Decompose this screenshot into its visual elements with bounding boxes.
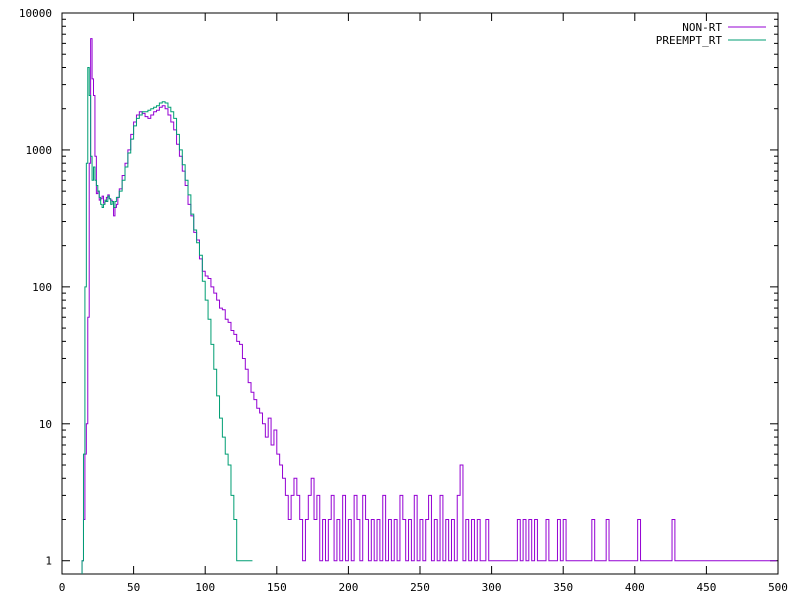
x-tick-label: 350 [553, 581, 573, 594]
x-tick-label: 250 [410, 581, 430, 594]
legend-label-non-rt: NON-RT [682, 21, 722, 34]
series-line-preempt-rt [81, 66, 253, 574]
x-axis: 0 50 100 150 200 250 300 350 400 450 500 [59, 13, 788, 594]
legend: NON-RT PREEMPT_RT [656, 21, 766, 47]
x-tick-label: 300 [482, 581, 502, 594]
y-tick-label: 10 [39, 418, 52, 431]
y-tick-label: 10000 [19, 7, 52, 20]
x-tick-label: 150 [267, 581, 287, 594]
y-tick-label: 1 [45, 555, 52, 568]
series-line-non-rt [81, 38, 777, 574]
x-tick-label: 400 [625, 581, 645, 594]
x-tick-label: 50 [127, 581, 140, 594]
x-tick-label: 500 [768, 581, 788, 594]
y-tick-label: 1000 [26, 144, 53, 157]
legend-label-preempt-rt: PREEMPT_RT [656, 34, 723, 47]
x-tick-label: 100 [195, 581, 215, 594]
y-axis: 1 10 100 1000 10000 [19, 7, 778, 568]
x-tick-label: 200 [338, 581, 358, 594]
x-tick-label: 0 [59, 581, 66, 594]
plot-frame [61, 12, 779, 575]
y-tick-label: 100 [32, 281, 52, 294]
x-tick-label: 450 [696, 581, 716, 594]
series-layer [81, 38, 777, 574]
